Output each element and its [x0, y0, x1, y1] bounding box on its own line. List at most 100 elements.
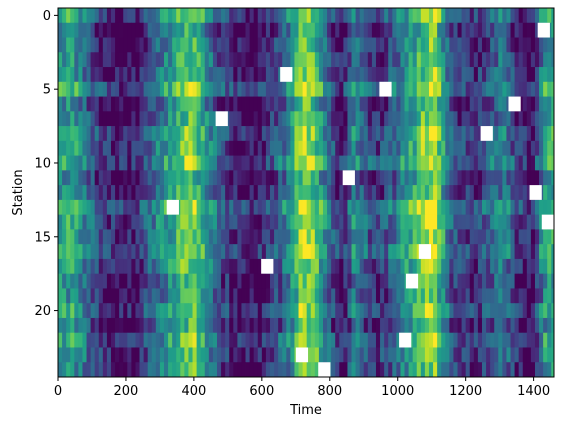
heatmap-cell [359, 288, 365, 304]
heatmap-cell [522, 288, 528, 304]
heatmap-cell [123, 170, 128, 186]
heatmap-cell [441, 347, 446, 363]
heatmap-cell [469, 317, 475, 334]
heatmap-cell [221, 288, 226, 304]
heatmap-cell [327, 111, 332, 127]
heatmap-cell [78, 258, 83, 275]
heatmap-cell [241, 347, 246, 363]
heatmap-cell [208, 37, 214, 53]
heatmap-cell [408, 199, 414, 216]
heatmap-cell [90, 22, 96, 38]
heatmap-cell [233, 8, 238, 24]
heatmap-cell [335, 317, 340, 334]
heatmap-cell [461, 214, 467, 230]
heatmap-cell [494, 140, 499, 156]
heatmap-cell [416, 214, 422, 230]
heatmap-cell [204, 52, 210, 68]
heatmap-cell [163, 347, 169, 363]
heatmap-cell [168, 126, 173, 142]
heatmap-cell [355, 126, 361, 142]
heatmap-cell [343, 185, 348, 201]
heatmap-cell [522, 362, 528, 378]
heatmap-cell [498, 155, 503, 171]
heatmap-cell [127, 229, 132, 245]
heatmap-cell [98, 155, 104, 171]
heatmap-cell [200, 140, 206, 156]
heatmap-cell [502, 111, 507, 127]
heatmap-cell [135, 81, 140, 97]
heatmap-cell [257, 362, 263, 378]
heatmap-cell [355, 273, 361, 289]
heatmap-cell [494, 273, 499, 289]
heatmap-cell [331, 317, 336, 334]
heatmap-cell [355, 332, 361, 348]
heatmap-cell [445, 229, 450, 245]
heatmap-cell [278, 185, 283, 201]
heatmap-cell [424, 111, 430, 127]
heatmap-cell [115, 244, 120, 260]
heatmap-cell [408, 244, 414, 260]
heatmap-cell [526, 52, 532, 68]
heatmap-cell [253, 273, 259, 289]
heatmap-cell [396, 229, 401, 245]
heatmap-cell [543, 362, 548, 378]
heatmap-cell [506, 199, 511, 216]
heatmap-cell [539, 140, 544, 156]
heatmap-cell [269, 8, 275, 24]
heatmap-cell [155, 362, 161, 378]
heatmap-cell [147, 303, 153, 319]
heatmap-cell [494, 317, 499, 334]
heatmap-cell [265, 229, 271, 245]
heatmap-cell [335, 214, 340, 230]
heatmap-cell [359, 170, 365, 186]
heatmap-cell [188, 244, 193, 260]
heatmap-cell [159, 8, 165, 24]
heatmap-cell [168, 229, 173, 245]
heatmap-cell [314, 52, 320, 68]
heatmap-cell [298, 67, 304, 83]
heatmap-cell [351, 81, 356, 97]
heatmap-cell [412, 258, 418, 275]
heatmap-cell [245, 199, 251, 216]
heatmap-cell [208, 170, 214, 186]
heatmap-cell [241, 67, 246, 83]
heatmap-cell [298, 258, 304, 275]
heatmap-cell [335, 244, 340, 260]
heatmap-cell [494, 214, 499, 230]
heatmap-cell [318, 67, 324, 83]
heatmap-cell [200, 52, 206, 68]
heatmap-cell [522, 347, 528, 363]
heatmap-cell [384, 67, 389, 83]
heatmap-cell [543, 288, 548, 304]
heatmap-cell [314, 140, 320, 156]
heatmap-cell [412, 37, 418, 53]
heatmap-cell [437, 288, 442, 304]
heatmap-cell [119, 229, 124, 245]
heatmap-cell [453, 8, 458, 24]
heatmap-cell [363, 170, 369, 186]
heatmap-cell [404, 96, 409, 112]
heatmap-cell [70, 96, 75, 112]
heatmap-cell [127, 96, 132, 112]
heatmap-cell [477, 170, 483, 186]
heatmap-cell [498, 170, 503, 186]
heatmap-cell [74, 347, 79, 363]
heatmap-cell [481, 303, 487, 319]
heatmap-cell [188, 347, 193, 363]
heatmap-cell [66, 96, 71, 112]
heatmap-cell [78, 67, 83, 83]
heatmap-cell [90, 81, 96, 97]
heatmap-cell [502, 185, 507, 201]
heatmap-cell [322, 214, 328, 230]
heatmap-cell [314, 303, 320, 319]
heatmap-cell [380, 317, 385, 334]
heatmap-cell [241, 185, 246, 201]
heatmap-cell [176, 37, 181, 53]
heatmap-cell [298, 155, 304, 171]
heatmap-cell [388, 244, 393, 260]
heatmap-cell [94, 185, 100, 201]
heatmap-cell [351, 111, 356, 127]
heatmap-cell [78, 52, 83, 68]
heatmap-cell [445, 81, 450, 97]
heatmap-cell [62, 67, 67, 83]
